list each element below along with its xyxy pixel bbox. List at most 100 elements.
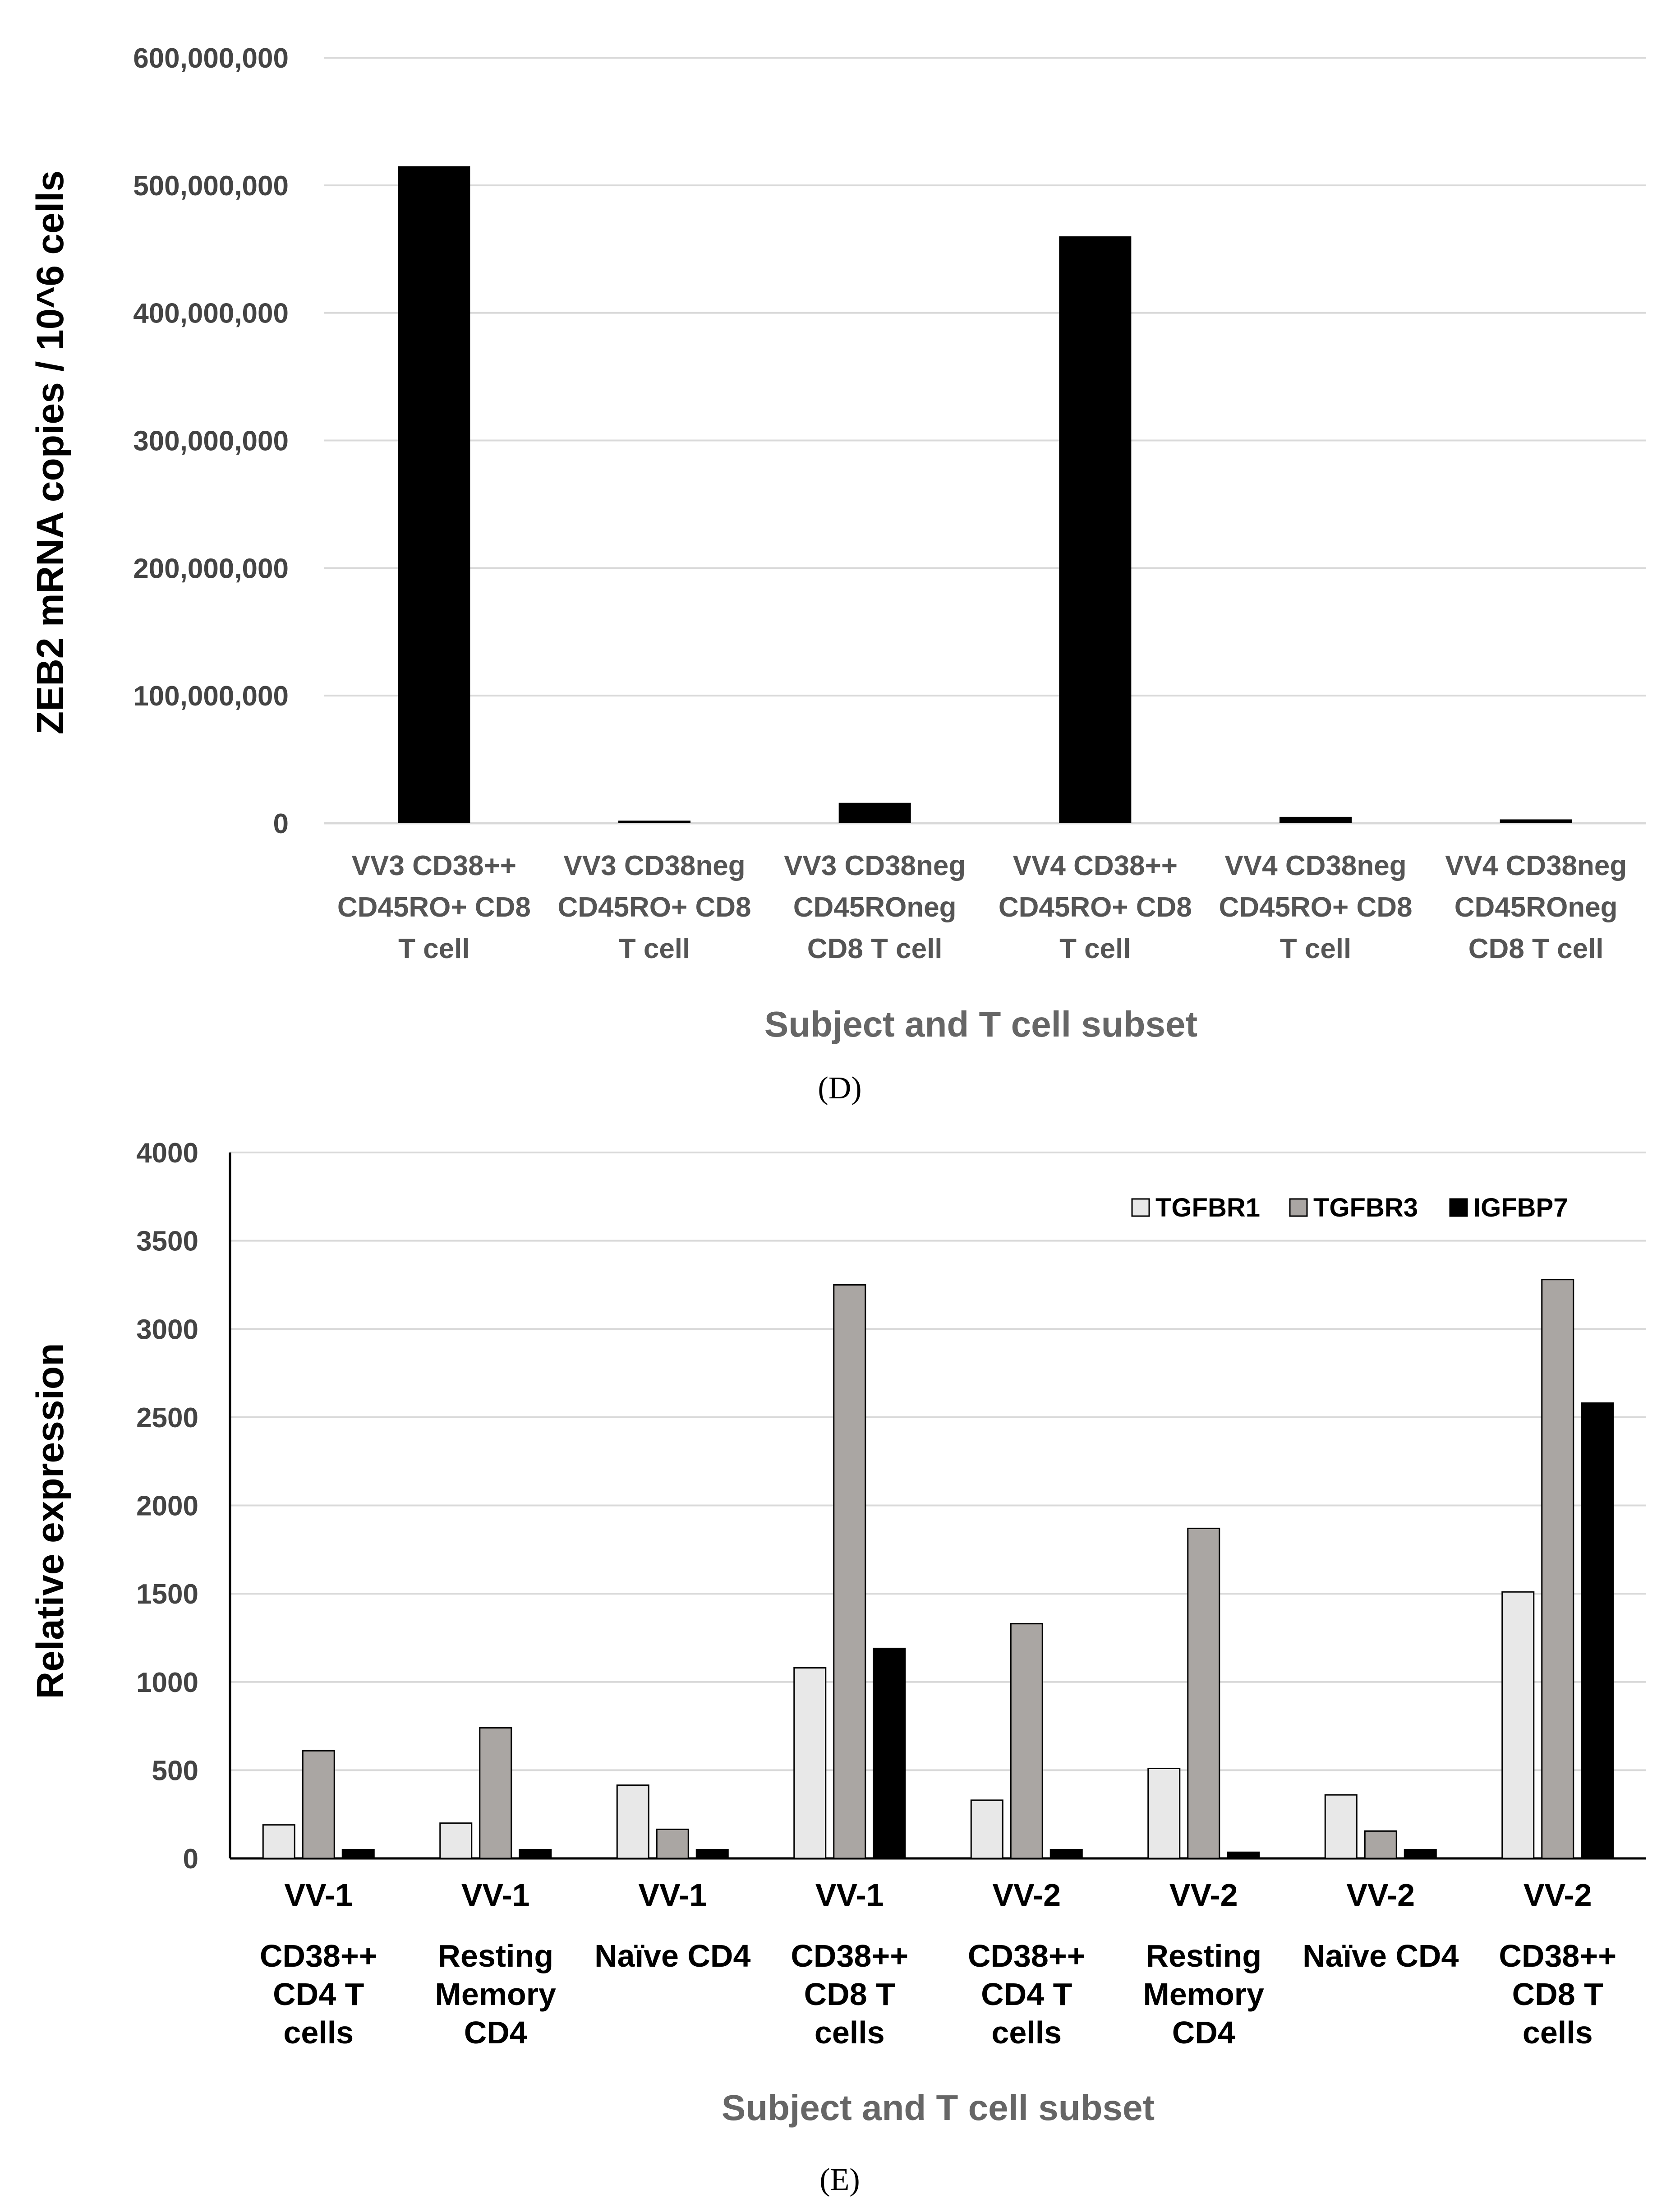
x-tick-label: Naïve CD4 bbox=[594, 1938, 750, 1973]
y-tick-label: 4000 bbox=[136, 1138, 198, 1169]
bar bbox=[1324, 1794, 1358, 1859]
bar bbox=[1010, 1623, 1043, 1859]
x-tick-label: T cell bbox=[1059, 933, 1131, 964]
y-tick-label: 2000 bbox=[136, 1491, 198, 1522]
x-tick-label: VV4 CD38++ bbox=[1013, 850, 1178, 881]
panel-label: (E) bbox=[819, 2162, 860, 2197]
x-tick-label: CD38++ bbox=[791, 1938, 908, 1973]
legend-label: TGFBR1 bbox=[1155, 1193, 1260, 1222]
x-tick-label: CD45RO+ CD8 bbox=[558, 892, 751, 923]
bar bbox=[616, 1784, 649, 1859]
bar bbox=[1049, 1848, 1083, 1859]
y-tick-label: 1500 bbox=[136, 1579, 198, 1610]
bar bbox=[398, 166, 470, 823]
x-tick-label: VV4 CD38neg bbox=[1224, 850, 1406, 881]
x-tick-label: CD45ROneg bbox=[793, 892, 957, 923]
x-tick-label: T cell bbox=[619, 933, 690, 964]
y-tick-label: 1000 bbox=[136, 1667, 198, 1698]
bar bbox=[970, 1799, 1003, 1859]
x-tick-label: VV4 CD38neg bbox=[1445, 850, 1627, 881]
x-tick-label: Resting bbox=[1146, 1938, 1261, 1973]
x-tick-label: Resting bbox=[437, 1938, 553, 1973]
bar bbox=[618, 821, 690, 823]
y-tick-label: 200,000,000 bbox=[133, 553, 289, 584]
legend-swatch bbox=[1131, 1198, 1150, 1217]
bar bbox=[1187, 1527, 1220, 1859]
bar bbox=[1147, 1767, 1181, 1859]
y-tick-label: 3000 bbox=[136, 1314, 198, 1345]
chart-panel-d: 0 100,000,000 200,000,000 300,000,000 400,00… bbox=[29, 43, 1646, 1106]
x-tick-label: cells bbox=[1523, 2015, 1593, 2050]
bar bbox=[302, 1750, 335, 1859]
x-tick-label: CD8 T bbox=[1512, 1977, 1603, 2012]
x-tick-label: CD8 T cell bbox=[807, 933, 943, 964]
x-tick-label: cells bbox=[283, 2015, 354, 2050]
y-tick-label: 400,000,000 bbox=[133, 298, 289, 329]
x-tick-label: cells bbox=[815, 2015, 885, 2050]
x-tick-label: VV-1 bbox=[815, 1877, 884, 1913]
y-tick-label: 2500 bbox=[136, 1402, 198, 1434]
x-tick-label: VV-1 bbox=[461, 1877, 530, 1913]
y-tick-label: 3500 bbox=[136, 1226, 198, 1257]
legend-label: IGFBP7 bbox=[1473, 1193, 1568, 1222]
x-tick-label: CD8 T cell bbox=[1468, 933, 1604, 964]
x-tick-label: CD4 bbox=[1172, 2015, 1235, 2050]
bar bbox=[1227, 1851, 1260, 1859]
y-tick-label: 0 bbox=[183, 1844, 198, 1875]
bar bbox=[873, 1647, 906, 1859]
x-tick-label: CD45RO+ CD8 bbox=[1219, 892, 1413, 923]
bar bbox=[519, 1848, 552, 1859]
bar bbox=[1500, 819, 1572, 823]
bar bbox=[1059, 236, 1132, 823]
x-tick-label: CD45RO+ CD8 bbox=[999, 892, 1192, 923]
x-tick-label: VV3 CD38neg bbox=[784, 850, 966, 881]
x-tick-label: CD38++ bbox=[1499, 1938, 1616, 1973]
x-tick-label: VV3 CD38neg bbox=[563, 850, 745, 881]
bar bbox=[1581, 1402, 1614, 1859]
x-tick-label: CD45ROneg bbox=[1454, 892, 1618, 923]
x-tick-label: VV-2 bbox=[1169, 1877, 1238, 1913]
bar bbox=[838, 802, 911, 823]
x-tick-label: VV-2 bbox=[992, 1877, 1061, 1913]
bar bbox=[793, 1667, 827, 1859]
x-tick-label: VV-2 bbox=[1524, 1877, 1592, 1913]
bar bbox=[656, 1828, 689, 1859]
x-tick-label: CD4 T bbox=[981, 1977, 1072, 2012]
x-tick-label: CD38++ bbox=[260, 1938, 377, 1973]
x-axis-title: Subject and T cell subset bbox=[722, 2088, 1155, 2128]
bar bbox=[1364, 1830, 1397, 1859]
bar bbox=[341, 1848, 375, 1859]
legend-swatch bbox=[1449, 1198, 1468, 1217]
y-tick-label: 0 bbox=[273, 808, 289, 839]
x-tick-label: Naïve CD4 bbox=[1303, 1938, 1459, 1973]
x-tick-label: cells bbox=[991, 2015, 1062, 2050]
y-tick-label: 300,000,000 bbox=[133, 426, 289, 457]
bar bbox=[695, 1848, 729, 1859]
x-axis-title: Subject and T cell subset bbox=[764, 1004, 1197, 1044]
x-tick-label: CD4 bbox=[464, 2015, 527, 2050]
x-tick-label: VV-1 bbox=[284, 1877, 353, 1913]
x-tick-label: VV-2 bbox=[1346, 1877, 1415, 1913]
x-tick-label: VV3 CD38++ bbox=[352, 850, 516, 881]
x-tick-label: CD8 T bbox=[804, 1977, 895, 2012]
chart-panel-e: 0 500 1000 1500 2000 2500 3000 3500 4000 VV-1 CD38… bbox=[29, 1138, 1646, 2197]
x-tick-label: CD4 T bbox=[273, 1977, 364, 2012]
y-tick-label: 100,000,000 bbox=[133, 681, 289, 712]
bar bbox=[479, 1727, 512, 1859]
x-tick-label: Memory bbox=[435, 1977, 556, 2012]
y-axis-title: Relative expression bbox=[29, 1343, 71, 1699]
x-tick-label: T cell bbox=[398, 933, 470, 964]
x-tick-label: VV-1 bbox=[638, 1877, 707, 1913]
x-tick-label: Memory bbox=[1143, 1977, 1264, 2012]
bar bbox=[1541, 1279, 1574, 1859]
legend-label: TGFBR3 bbox=[1313, 1193, 1418, 1222]
x-tick-label: CD45RO+ CD8 bbox=[337, 892, 531, 923]
bar bbox=[1280, 816, 1352, 823]
bar bbox=[262, 1824, 295, 1859]
y-tick-label: 500,000,000 bbox=[133, 171, 289, 202]
y-tick-label: 600,000,000 bbox=[133, 43, 289, 74]
x-tick-label: T cell bbox=[1280, 933, 1352, 964]
y-tick-label: 500 bbox=[152, 1755, 198, 1786]
bar bbox=[833, 1284, 866, 1859]
